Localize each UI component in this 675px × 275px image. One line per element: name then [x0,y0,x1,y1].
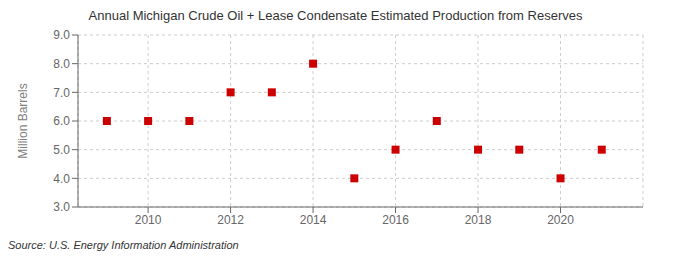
svg-text:Million Barrels: Million Barrels [16,83,30,158]
svg-text:3.0: 3.0 [53,200,70,214]
svg-text:2020: 2020 [547,213,574,227]
svg-text:5.0: 5.0 [53,143,70,157]
svg-text:2018: 2018 [465,213,492,227]
svg-text:2016: 2016 [382,213,409,227]
svg-text:4.0: 4.0 [53,172,70,186]
html-text:Source: U.S. Energy Informatio: Source: U.S. Energy Information Administ… [8,239,239,251]
svg-text:8.0: 8.0 [53,57,70,71]
svg-text:9.0: 9.0 [53,28,70,42]
svg-text:2012: 2012 [217,213,244,227]
svg-text:2010: 2010 [135,213,162,227]
svg-text:2014: 2014 [300,213,327,227]
svg-text:6.0: 6.0 [53,114,70,128]
html-text:Annual Michigan Crude Oil + Le: Annual Michigan Crude Oil + Lease Conden… [88,8,583,23]
svg-text:7.0: 7.0 [53,86,70,100]
